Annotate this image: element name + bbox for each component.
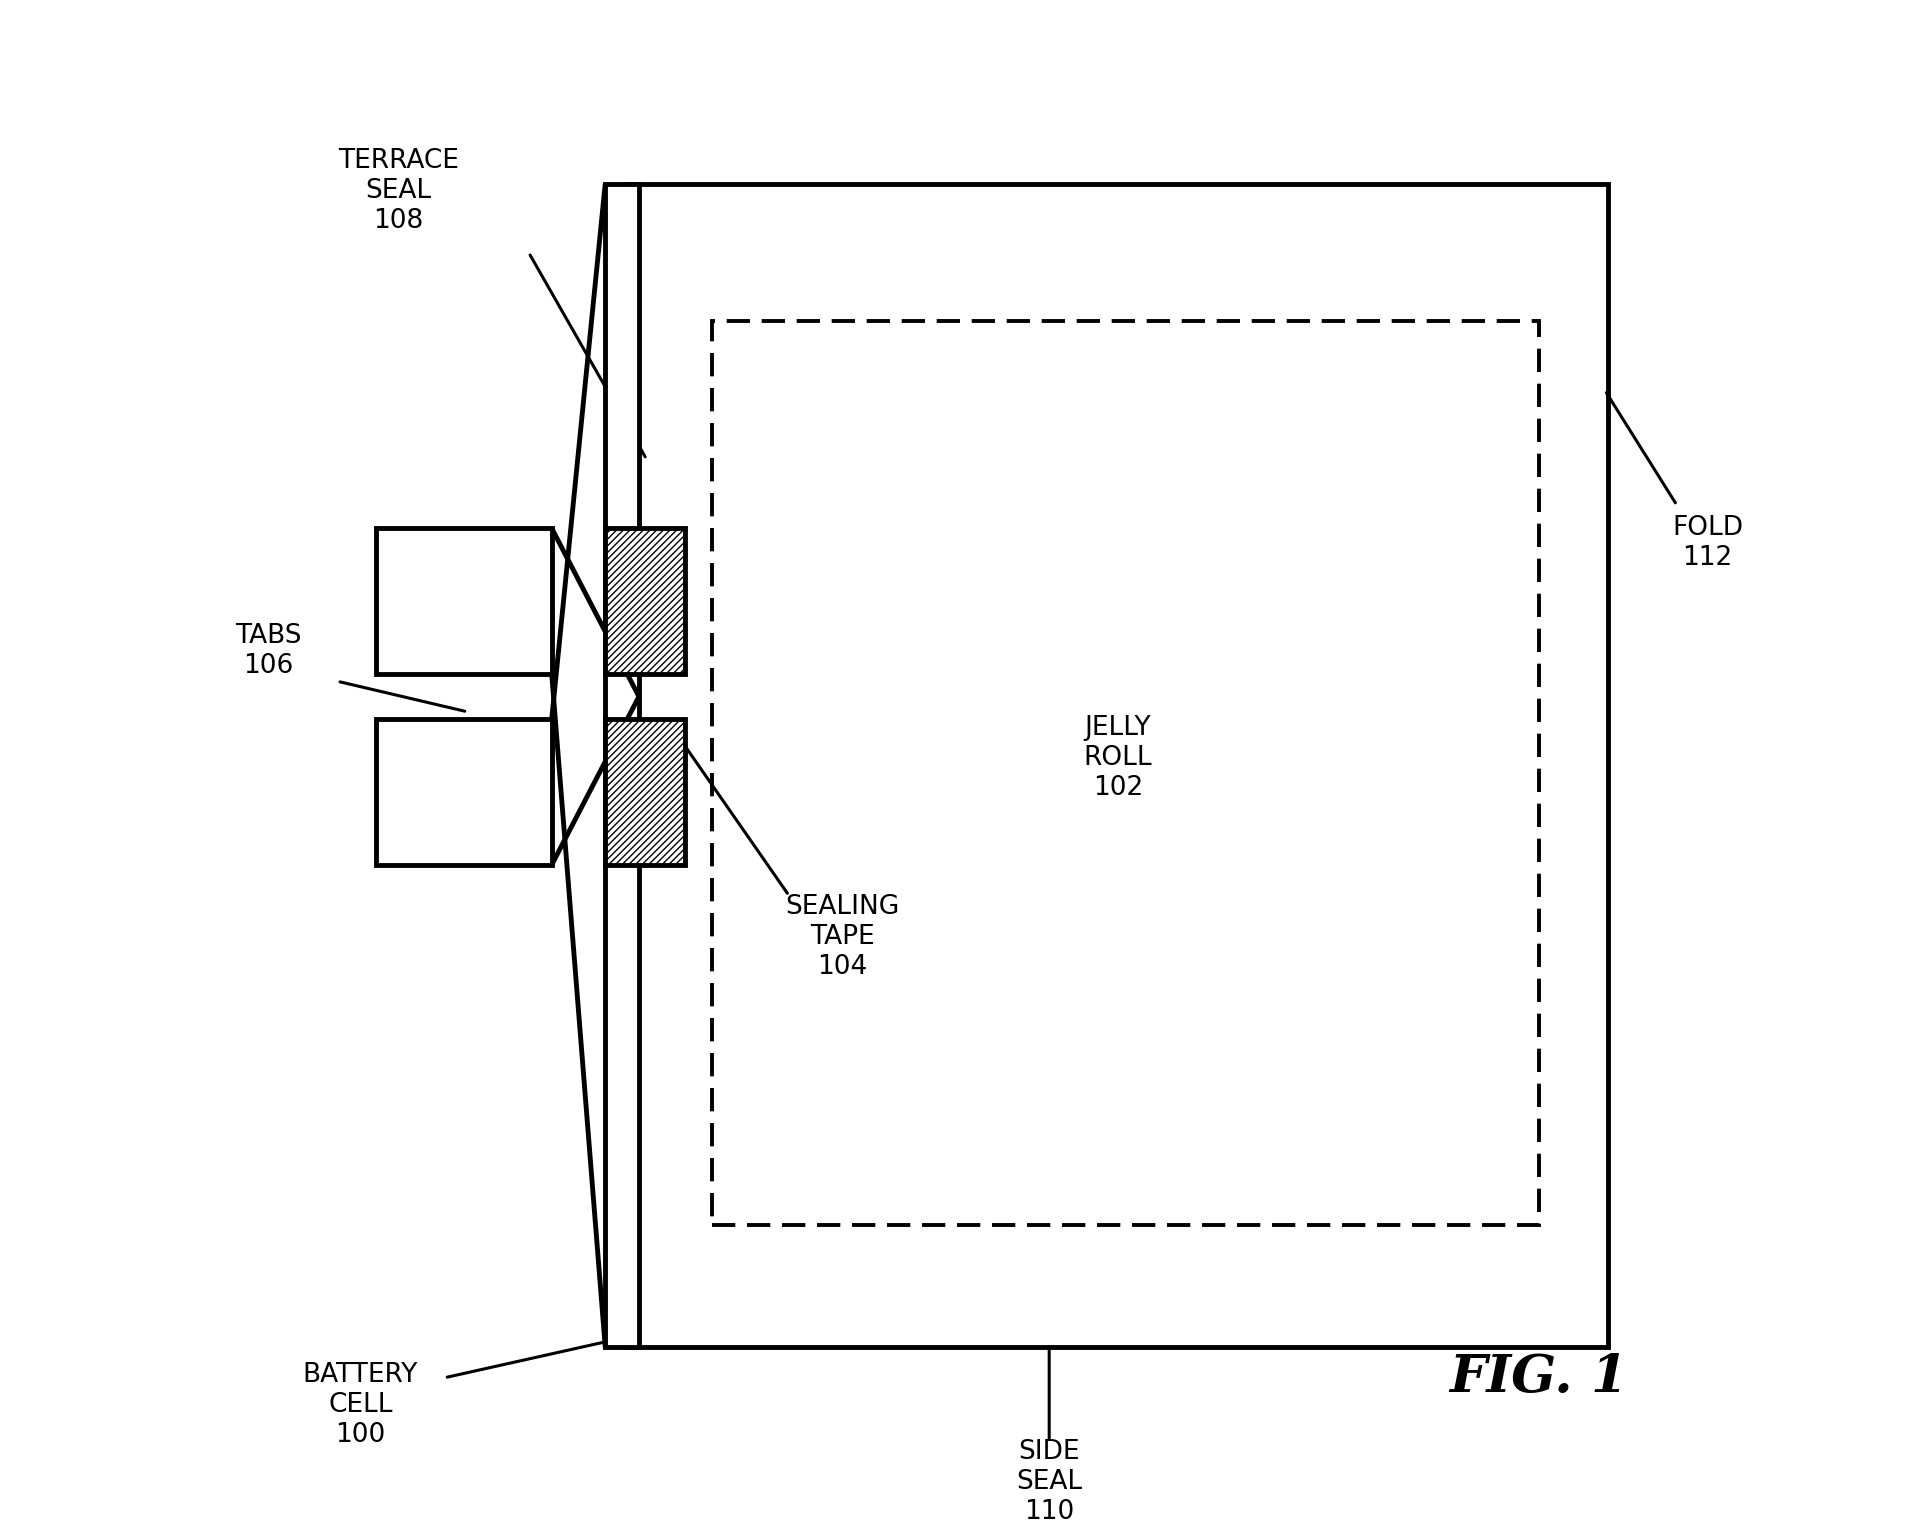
Bar [712,321,1538,1224]
Text: SEALING
TAPE
104: SEALING TAPE 104 [786,894,899,980]
Bar [627,184,1608,1347]
Bar [606,184,639,1347]
Bar [376,719,552,865]
Text: TABS
106: TABS 106 [235,622,301,679]
Bar [606,528,685,674]
Bar [606,719,685,865]
Text: BATTERY
CELL
100: BATTERY CELL 100 [303,1362,419,1448]
Text: FIG. 1: FIG. 1 [1449,1352,1629,1404]
Bar [376,528,552,674]
Text: JELLY
ROLL
102: JELLY ROLL 102 [1085,714,1152,800]
Text: SIDE
SEAL
110: SIDE SEAL 110 [1015,1439,1083,1525]
Text: FOLD
112: FOLD 112 [1671,516,1743,571]
Text: TERRACE
SEAL
108: TERRACE SEAL 108 [338,149,459,235]
